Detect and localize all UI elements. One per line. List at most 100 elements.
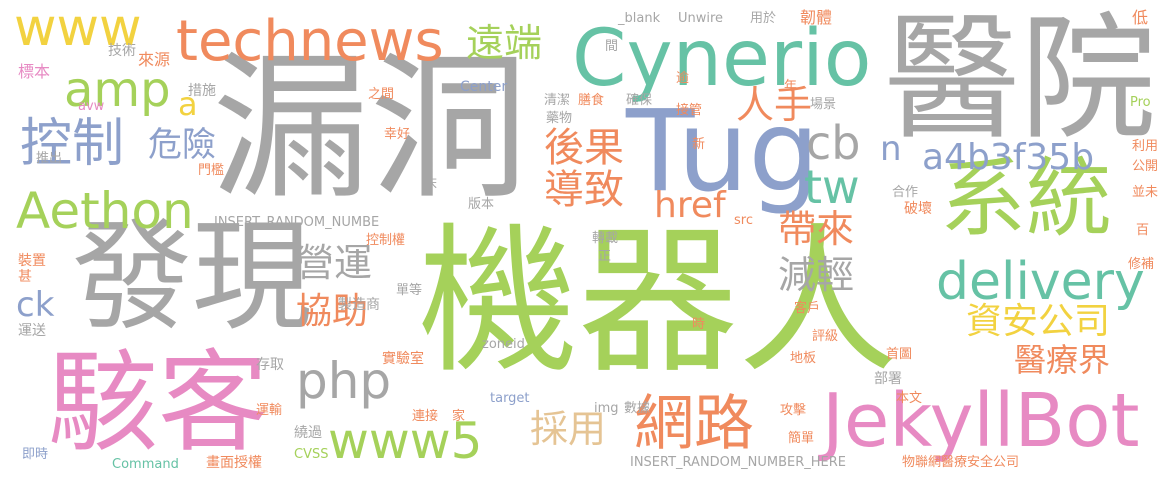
word-fortunately: 幸好 xyxy=(384,127,411,142)
word-utilize: 利用 xyxy=(1132,139,1159,154)
word-cooperate: 合作 xyxy=(892,185,919,200)
word-jekyllbot: JekyllBot xyxy=(822,378,1140,464)
word-correct: 正 xyxy=(598,249,612,264)
word-launch: 推出 xyxy=(36,151,63,166)
word-command: Command xyxy=(112,457,179,472)
word-realtime: 即時 xyxy=(22,447,49,462)
word-home: 家 xyxy=(452,409,466,424)
word-access: 存取 xyxy=(256,357,284,373)
word-href: href xyxy=(654,185,726,226)
word-blank: _blank xyxy=(618,11,661,26)
word-medicine: 藥物 xyxy=(546,111,573,126)
word-technology: 技術 xyxy=(108,43,136,59)
word-connect: 連接 xyxy=(412,409,439,424)
word-between-2: 之間 xyxy=(368,87,395,102)
word-specimen: 標本 xyxy=(18,62,51,81)
word-even: 甚 xyxy=(18,269,32,285)
word-lab: 實驗室 xyxy=(382,351,424,367)
word-hospital: 醫院 xyxy=(884,1,1156,159)
word-clean: 清潔 xyxy=(544,93,571,108)
word-not: 並未 xyxy=(1132,185,1159,200)
word-reduce: 減輕 xyxy=(778,253,855,297)
word-zoneid: zoneid xyxy=(482,337,525,352)
word-firmware: 韌體 xyxy=(800,8,833,27)
word-img: img xyxy=(594,401,619,416)
word-time: 時 xyxy=(692,317,706,332)
word-php: php xyxy=(296,352,392,410)
word-ensure: 確保 xyxy=(626,93,653,108)
word-control: 控制 xyxy=(20,114,125,174)
word-unwire: Unwire xyxy=(678,11,724,26)
word-operation: 營運 xyxy=(296,241,373,285)
word-simple: 簡單 xyxy=(788,431,815,446)
word-pro: Pro xyxy=(1130,95,1151,110)
word-ck: ck xyxy=(16,285,55,325)
word-vulnerability: 漏洞 xyxy=(212,37,528,221)
word-scene: 場景 xyxy=(810,97,837,112)
word-new: 新 xyxy=(692,137,706,152)
word-destroy: 破壞 xyxy=(904,201,932,217)
word-hacker: 駭客 xyxy=(48,339,268,467)
word-cb: cb xyxy=(806,116,861,170)
word-cynerio: Cynerio xyxy=(572,14,872,104)
word-lead-to: 導致 xyxy=(544,167,624,213)
word-insert-random-numbe: INSERT_RANDOM_NUMBE xyxy=(214,215,380,230)
word-meals: 膳食 xyxy=(578,93,605,108)
word-patch: 修補 xyxy=(1128,257,1155,272)
word-avw: avw xyxy=(78,99,105,114)
word-headline-image: 首圖 xyxy=(886,347,913,362)
word-www5: www5 xyxy=(328,412,483,470)
word-measures: 措施 xyxy=(188,83,216,99)
word-insert-random-number-here: INSERT_RANDOM_NUMBER_HERE xyxy=(630,455,846,470)
word-remote: 遠端 xyxy=(466,21,543,65)
word-deploy: 部署 xyxy=(874,371,902,387)
word-cvss: CVSS xyxy=(294,447,329,462)
word-wait: 單等 xyxy=(396,283,423,298)
word-adopt: 採用 xyxy=(530,407,607,451)
word-src: src xyxy=(734,213,753,228)
word-attack: 攻擊 xyxy=(780,403,807,418)
word-logistics: 運輸 xyxy=(256,403,283,418)
word-discover: 發現 xyxy=(72,208,312,347)
word-used-for: 用於 xyxy=(750,11,777,26)
word-danger: 危險 xyxy=(148,125,216,165)
word-robot: 機器人 xyxy=(418,208,899,395)
word-technews: technews xyxy=(176,9,444,74)
word-device: 裝置 xyxy=(18,253,46,269)
word-threshold: 門檻 xyxy=(198,163,225,178)
word-a: a xyxy=(178,85,198,123)
word-low: 低 xyxy=(1132,8,1149,27)
word-takeover: 接管 xyxy=(676,103,703,118)
word-customer: 客戶 xyxy=(794,301,821,316)
word-hundred: 百 xyxy=(1136,223,1150,238)
word-version: 版本 xyxy=(468,197,495,212)
word-medical-field: 醫療界 xyxy=(1014,341,1111,379)
word-security-company: 資安公司 xyxy=(966,301,1111,342)
word-a4b3f35b: a4b3f35b xyxy=(922,137,1095,178)
word-control-rights: 控制權 xyxy=(366,233,406,248)
word-source: 來源 xyxy=(138,50,171,69)
word-floor: 地板 xyxy=(790,351,817,366)
word-delivery: delivery xyxy=(936,252,1145,312)
word-over: 逾 xyxy=(676,71,690,86)
word-rating: 評級 xyxy=(812,329,839,344)
word-this-article: 本文 xyxy=(896,391,923,406)
word-tw: tw xyxy=(804,160,860,214)
word-bring: 帶來 xyxy=(778,207,855,251)
word-amp: amp xyxy=(64,62,171,118)
word-screen-license: 畫面授權 xyxy=(206,455,262,471)
word-year: 年 xyxy=(784,79,798,94)
word-data: 數據 xyxy=(624,401,651,416)
word-manpower: 人手 xyxy=(736,83,813,127)
word-www: www xyxy=(14,0,142,58)
word-manufacturer: 製造商 xyxy=(338,297,380,313)
word-between: 間 xyxy=(605,39,619,54)
word-public: 公開 xyxy=(1132,159,1159,174)
word-target: target xyxy=(490,391,530,406)
word-reprint: 轉載 xyxy=(592,231,619,246)
word-assist: 協助 xyxy=(296,291,369,332)
word-bypass: 繞過 xyxy=(294,425,322,441)
word-consequence: 後果 xyxy=(544,125,624,171)
word-center: Center xyxy=(460,79,508,95)
